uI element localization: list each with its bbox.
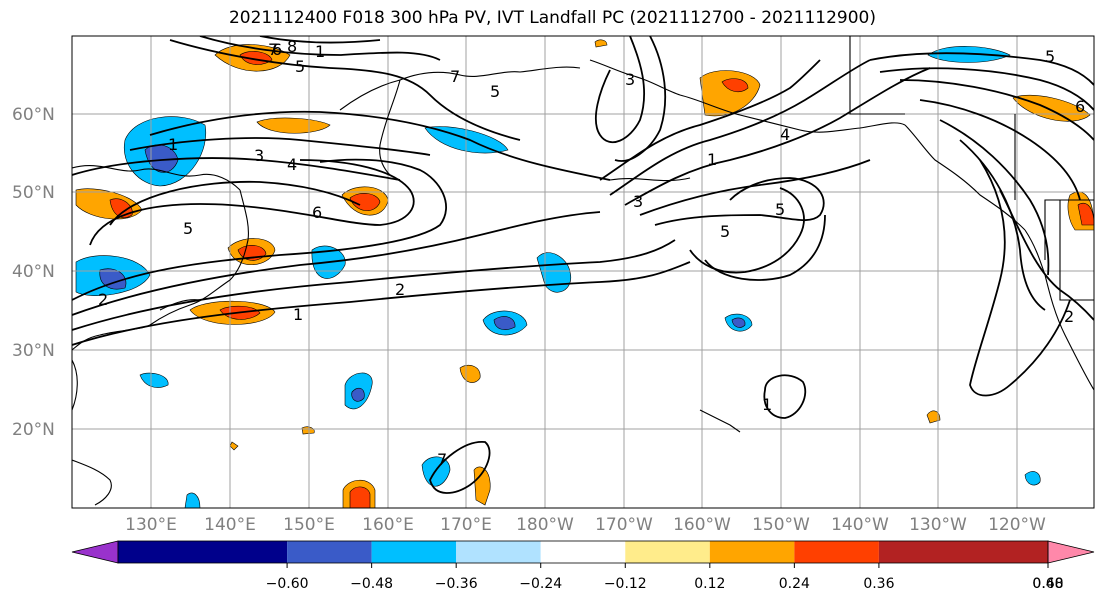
lon-label: 170°E [440, 515, 492, 535]
colorbar-segment [456, 541, 541, 563]
colorbar-frame [117, 540, 1049, 564]
contour-label: 2 [1064, 307, 1074, 326]
colorbar-tick-label: −0.48 [350, 576, 393, 592]
lon-label: 140°E [204, 515, 256, 535]
contour-label: 2 [395, 280, 405, 299]
lon-label: 170°W [595, 515, 653, 535]
plot-border [71, 35, 1095, 509]
colorbar-tick-label: −0.24 [519, 576, 562, 592]
lon-label: 140°W [831, 515, 889, 535]
contour-label: 7 [437, 450, 447, 469]
colorbar-segment [118, 541, 288, 563]
colorbar-tick-label: −0.36 [435, 576, 478, 592]
contour-label: 6 [272, 40, 282, 59]
contour-label: 1 [168, 135, 178, 154]
lat-label: 20°N [12, 420, 55, 440]
plot-area [72, 36, 1094, 508]
lon-label: 150°W [752, 515, 810, 535]
colorbar-segment [794, 541, 879, 563]
colorbar-tick-label: 0.36 [863, 576, 894, 592]
lon-label: 120°W [988, 515, 1046, 535]
colorbar-tick-label: 0.24 [779, 576, 810, 592]
contour-label: 5 [1045, 47, 1055, 66]
colorbar-tick-label: −0.12 [604, 576, 647, 592]
colorbar-tick-label: 0.48 [1032, 576, 1063, 592]
colorbar-segment [878, 541, 1048, 563]
lat-label: 50°N [12, 183, 55, 203]
contour-label: 6 [312, 203, 322, 222]
contour-label: 1 [315, 42, 325, 61]
contour-label: 1 [707, 150, 717, 169]
contour-label: 2 [98, 290, 108, 309]
contour-label: 3 [633, 192, 643, 211]
colorbar-min-extension [71, 540, 119, 564]
contour-label: 7 [450, 67, 460, 86]
contour-label: 5 [775, 200, 785, 219]
contour-label: 5 [490, 82, 500, 101]
contour-label: 5 [295, 57, 305, 76]
lon-label: 130°E [125, 515, 177, 535]
contour-label: 3 [254, 146, 264, 165]
pv-contours [72, 36, 1094, 494]
contour-label: 1 [293, 305, 303, 324]
lon-label: 160°W [673, 515, 731, 535]
contour-label: 4 [780, 125, 790, 144]
colorbar-segment [540, 541, 626, 563]
contour-label: 6 [1075, 97, 1085, 116]
contour-label: 5 [183, 219, 193, 238]
colorbar-max-extension [1047, 540, 1095, 564]
map-title: 2021112400 F018 300 hPa PV, IVT Landfall… [228, 8, 876, 28]
contour-label: 5 [720, 222, 730, 241]
latitude-labels: 60°N 50°N 40°N 30°N 20°N [12, 105, 55, 440]
colorbar-tick-label: 0.60 [1032, 576, 1063, 592]
colorbar: −0.60 −0.48 −0.36 −0.24 −0.12 0.12 0.24 0.36 0.4… [71, 540, 1095, 592]
contour-label: 3 [625, 70, 635, 89]
colorbar-tick-label: −0.60 [266, 576, 309, 592]
contour-labels: 8 7 6 5 4 3 2 1 1 4 5 2 1 3 5 7 6 5 5 1 … [98, 37, 1085, 469]
colorbar-segment [709, 541, 795, 563]
contour-label: 8 [287, 37, 297, 56]
lon-label: 160°E [362, 515, 414, 535]
contour-label: 4 [287, 155, 297, 174]
lon-label: 130°W [909, 515, 967, 535]
lat-label: 40°N [12, 262, 55, 282]
longitude-labels: 130°E 140°E 150°E 160°E 170°E 180°W 170°… [125, 515, 1046, 535]
colorbar-segment [371, 541, 457, 563]
colorbar-segment [287, 541, 372, 563]
colorbar-tick-label: 0.12 [694, 576, 725, 592]
lon-label: 150°E [283, 515, 335, 535]
lat-label: 60°N [12, 105, 55, 125]
grid-lines [72, 36, 1094, 508]
contour-label: 7 [268, 40, 278, 59]
lon-label: 180°W [516, 515, 574, 535]
colorbar-segment [625, 541, 710, 563]
contour-label: 1 [762, 395, 772, 414]
lat-label: 30°N [12, 341, 55, 361]
